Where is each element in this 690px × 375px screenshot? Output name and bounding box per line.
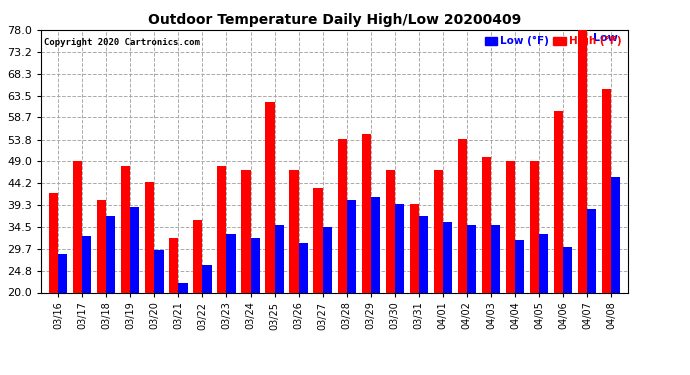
- Text: Low: Low: [593, 33, 622, 43]
- Bar: [434, 170, 443, 292]
- Bar: [226, 234, 235, 292]
- Bar: [530, 161, 539, 292]
- Bar: [371, 198, 380, 292]
- Bar: [82, 236, 91, 292]
- Bar: [266, 102, 275, 292]
- Bar: [467, 225, 476, 292]
- Bar: [563, 247, 572, 292]
- Bar: [419, 216, 428, 292]
- Bar: [58, 254, 68, 292]
- Bar: [337, 139, 346, 292]
- Bar: [49, 193, 58, 292]
- Bar: [362, 134, 371, 292]
- Bar: [121, 166, 130, 292]
- Bar: [578, 30, 587, 292]
- Bar: [193, 220, 202, 292]
- Bar: [506, 161, 515, 292]
- Bar: [554, 111, 563, 292]
- Bar: [217, 166, 226, 292]
- Bar: [145, 182, 155, 292]
- Bar: [130, 207, 139, 292]
- Bar: [73, 161, 82, 292]
- Title: Outdoor Temperature Daily High/Low 20200409: Outdoor Temperature Daily High/Low 20200…: [148, 13, 521, 27]
- Bar: [491, 225, 500, 292]
- Bar: [313, 188, 323, 292]
- Bar: [299, 243, 308, 292]
- Bar: [202, 266, 212, 292]
- Bar: [275, 225, 284, 292]
- Bar: [539, 234, 548, 292]
- Bar: [611, 177, 620, 292]
- Bar: [323, 227, 332, 292]
- Bar: [515, 240, 524, 292]
- Bar: [346, 200, 356, 292]
- Bar: [395, 204, 404, 292]
- Bar: [250, 238, 259, 292]
- Bar: [179, 284, 188, 292]
- Bar: [482, 157, 491, 292]
- Legend: Low (°F), High (°F): Low (°F), High (°F): [484, 35, 622, 47]
- Bar: [410, 204, 419, 292]
- Bar: [169, 238, 179, 292]
- Text: Copyright 2020 Cartronics.com: Copyright 2020 Cartronics.com: [44, 38, 200, 47]
- Bar: [602, 89, 611, 292]
- Bar: [97, 200, 106, 292]
- Bar: [386, 170, 395, 292]
- Bar: [587, 209, 596, 292]
- Bar: [106, 216, 115, 292]
- Bar: [290, 170, 299, 292]
- Bar: [241, 170, 250, 292]
- Bar: [155, 249, 164, 292]
- Bar: [443, 222, 452, 292]
- Bar: [457, 139, 467, 292]
